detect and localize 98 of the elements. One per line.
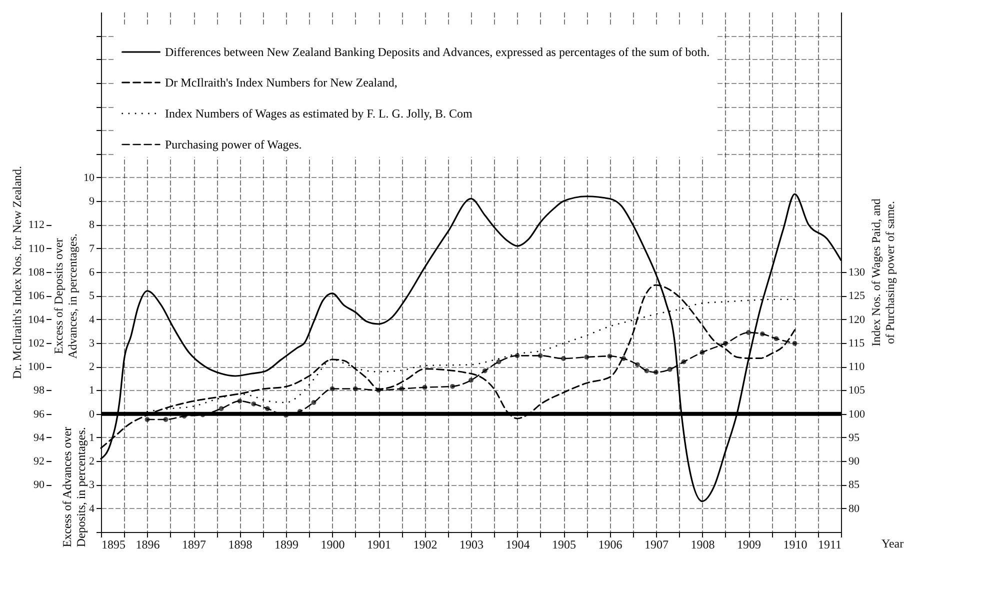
point <box>237 398 242 404</box>
y2-tick-label: 104 <box>28 314 45 326</box>
point <box>621 356 626 361</box>
y3-tick-label: 90 <box>848 456 860 468</box>
point <box>635 362 640 368</box>
point <box>496 359 502 364</box>
text: Excess of Advances over Deposits, in percentages. <box>60 426 88 548</box>
point <box>376 388 381 393</box>
y2-tick-label: 92 <box>34 456 44 468</box>
x-tick-label: 1909 <box>737 538 761 552</box>
y3-tick-label: 130 <box>848 266 866 278</box>
point <box>352 386 358 392</box>
x-tick-label: 1896 <box>136 538 160 552</box>
x-tick-label: 1897 <box>182 538 206 552</box>
x-tick-label: 1903 <box>460 538 484 552</box>
x-axis-title: Year <box>882 536 904 550</box>
x-tick-label: 1901 <box>367 538 391 552</box>
x-tick-label: 1900 <box>320 538 345 552</box>
y-tick-label: 9 <box>89 196 95 208</box>
y2-tick-label: 90 <box>34 479 45 492</box>
point <box>422 384 428 390</box>
x-tick-label: 1895 <box>102 538 126 552</box>
y-tick-label: 7 <box>89 242 95 255</box>
y3-tick-label: 110 <box>848 361 866 374</box>
point <box>251 401 256 406</box>
y3-tick-label: 85 <box>848 479 860 492</box>
x-tick-label: 1904 <box>506 538 530 552</box>
x-tick-label: 1907 <box>644 538 668 552</box>
y2-tick-label: 94 <box>34 432 45 444</box>
y-tick-label: 1 <box>89 384 94 397</box>
y-tick-label: 5 <box>89 290 95 302</box>
x-tick-label: 1908 <box>690 538 715 552</box>
point <box>746 330 751 335</box>
point <box>654 370 658 375</box>
x-tick-label: 1902 <box>413 538 438 552</box>
line-series <box>100 193 842 502</box>
y3-tick-label: 100 <box>848 408 866 420</box>
point <box>700 350 705 355</box>
point <box>399 386 404 392</box>
y-tick-label: 2 <box>89 456 94 468</box>
y-tick-label: 6 <box>89 266 95 278</box>
point <box>667 366 672 372</box>
point <box>607 354 612 359</box>
y2-tick-label: 102 <box>28 337 44 350</box>
point <box>218 406 224 412</box>
y-tick-label: 8 <box>89 219 95 232</box>
x-tick-label: 1911 <box>818 538 842 552</box>
y2-tick-label: 98 <box>34 384 45 397</box>
point <box>644 368 650 374</box>
point <box>265 406 270 412</box>
point <box>561 356 566 361</box>
y2-tick-label: 100 <box>28 361 45 374</box>
y-tick-label: 0 <box>89 408 95 420</box>
point <box>514 353 520 358</box>
y2-axis-title: Dr. McIlraith's Index Nos. for New Zealand. <box>10 166 24 380</box>
y-tick-label: 2 <box>89 361 94 374</box>
point <box>144 417 150 422</box>
y2-tick-label: 110 <box>28 242 45 255</box>
legend-label: Differences between New Zealand Banking Deposits and Advances, expressed as percentages of the sum of both. <box>165 45 710 59</box>
point <box>584 354 590 360</box>
y-tick-label: 10 <box>84 172 95 184</box>
y3-tick-label: 120 <box>848 314 866 326</box>
y-tick-label: 4 <box>89 502 95 515</box>
y3-axis-title: Index Nos. of Wages Paid, and of Purchasing power of same. <box>869 198 897 346</box>
point <box>760 331 765 336</box>
point <box>468 378 474 383</box>
point <box>163 417 168 422</box>
y2-tick-label: 112 <box>28 219 44 232</box>
x-tick-label: 1906 <box>598 538 622 552</box>
point <box>792 340 798 346</box>
y3-tick-label: 105 <box>848 384 866 397</box>
y-tick-label: 3 <box>89 479 95 492</box>
y-tick-label: 3 <box>89 337 95 350</box>
point <box>722 340 728 346</box>
point <box>482 368 488 374</box>
legend-label: Dr McIlraith's Index Numbers for New Zealand, <box>165 76 398 90</box>
x-tick-label: 1905 <box>552 538 576 552</box>
y3-tick-label: 80 <box>848 502 860 515</box>
y-tick-label: 4 <box>89 314 95 326</box>
point <box>450 384 455 389</box>
point <box>330 386 335 392</box>
y2-tick-label: 108 <box>28 266 45 278</box>
legend-label: Index Numbers of Wages as estimated by F. L. G. Jolly, B. Com <box>165 106 474 120</box>
x-tick-label: 1910 <box>783 538 808 552</box>
y-axis-title: Excess of Deposits over Advances, in percentages. <box>52 233 80 359</box>
y3-tick-label: 125 <box>848 290 866 302</box>
y-tick-label: 1 <box>89 432 94 444</box>
point <box>538 353 543 358</box>
y3-tick-label: 95 <box>848 432 860 444</box>
y2-tick-label: 106 <box>28 290 45 302</box>
point <box>681 359 686 364</box>
legend-label: Purchasing power of Wages. <box>165 138 302 152</box>
point <box>311 400 316 405</box>
point <box>774 336 779 342</box>
x-tick-label: 1898 <box>228 538 252 552</box>
y2-tick-label: 96 <box>34 408 45 420</box>
x-tick-label: 1899 <box>274 538 298 552</box>
y3-tick-label: 115 <box>848 337 866 350</box>
